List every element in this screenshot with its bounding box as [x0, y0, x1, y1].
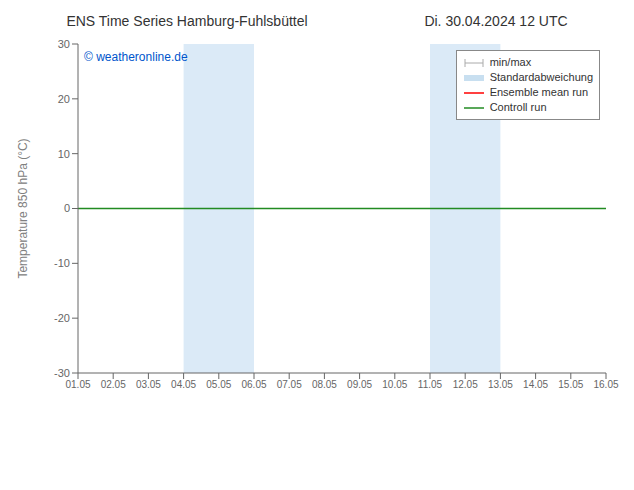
svg-text:03.05: 03.05: [136, 379, 161, 390]
html-text:Di. 30.04.2024 12 UTC: Di. 30.04.2024 12 UTC: [424, 13, 568, 29]
svg-text:-10: -10: [54, 257, 70, 269]
svg-text:07.05: 07.05: [277, 379, 302, 390]
html-text:Standardabweichung: Standardabweichung: [489, 71, 593, 83]
svg-text:15.05: 15.05: [558, 379, 583, 390]
svg-text:05.05: 05.05: [206, 379, 231, 390]
svg-text:08.05: 08.05: [312, 379, 337, 390]
svg-text:11.05: 11.05: [418, 379, 443, 390]
svg-text:12.05: 12.05: [453, 379, 478, 390]
html-text:Controll run: Controll run: [489, 101, 547, 113]
svg-text:10.05: 10.05: [382, 379, 407, 390]
html-text:Ensemble mean run: Ensemble mean run: [489, 86, 589, 98]
svg-text:09.05: 09.05: [347, 379, 372, 390]
svg-text:0: 0: [64, 202, 70, 214]
svg-text:-30: -30: [54, 367, 70, 379]
svg-text:13.05: 13.05: [488, 379, 513, 390]
svg-text:02.05: 02.05: [101, 379, 126, 390]
svg-text:10: 10: [58, 148, 70, 160]
html-text:min/max: min/max: [489, 56, 532, 68]
svg-text:20: 20: [58, 93, 70, 105]
svg-text:16.05: 16.05: [593, 379, 618, 390]
svg-text:06.05: 06.05: [241, 379, 266, 390]
svg-text:-20: -20: [54, 312, 70, 324]
svg-text:04.05: 04.05: [171, 379, 196, 390]
svg-text:30: 30: [58, 38, 70, 50]
html-text:ENS Time Series Hamburg-Fuhlsb: ENS Time Series Hamburg-Fuhlsbüttel: [66, 13, 308, 29]
html-text:© weatheronline.de: © weatheronline.de: [84, 50, 188, 64]
svg-text:01.05: 01.05: [65, 379, 90, 390]
svg-text:Temperature 850 hPa (°C): Temperature 850 hPa (°C): [16, 138, 30, 278]
svg-text:14.05: 14.05: [523, 379, 548, 390]
